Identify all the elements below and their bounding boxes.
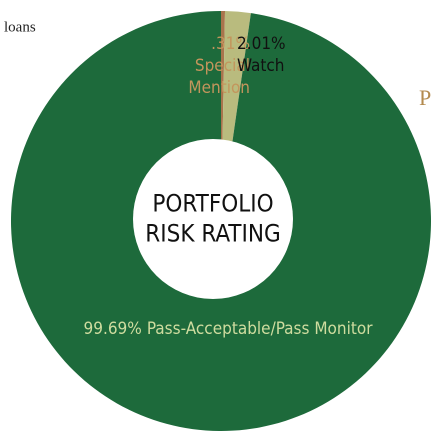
title-line: PORTFOLIO [152, 190, 273, 218]
annotation: loans [4, 19, 36, 35]
category-line: Watch [237, 56, 285, 76]
category-label: Watch [237, 56, 285, 76]
value-label: .31% [211, 34, 250, 54]
chart-title: PORTFOLIO RISK RATING [145, 190, 280, 248]
category-line: Special [195, 56, 250, 76]
annotation: P [419, 85, 431, 110]
category-line: Mention [188, 78, 250, 98]
category-label: Pass-Acceptable/Pass Monitor [147, 319, 373, 339]
data-label: .31% Special Mention [188, 34, 250, 98]
data-label: 99.69% Pass-Acceptable/Pass Monitor [84, 319, 374, 339]
value-label: 99.69% [84, 319, 142, 339]
category-label: Special Mention [188, 56, 250, 98]
value-label: 2.01% [237, 34, 286, 54]
title-line: RISK RATING [145, 220, 280, 248]
data-label: 2.01% Watch [237, 34, 286, 76]
donut-hole [133, 139, 293, 299]
